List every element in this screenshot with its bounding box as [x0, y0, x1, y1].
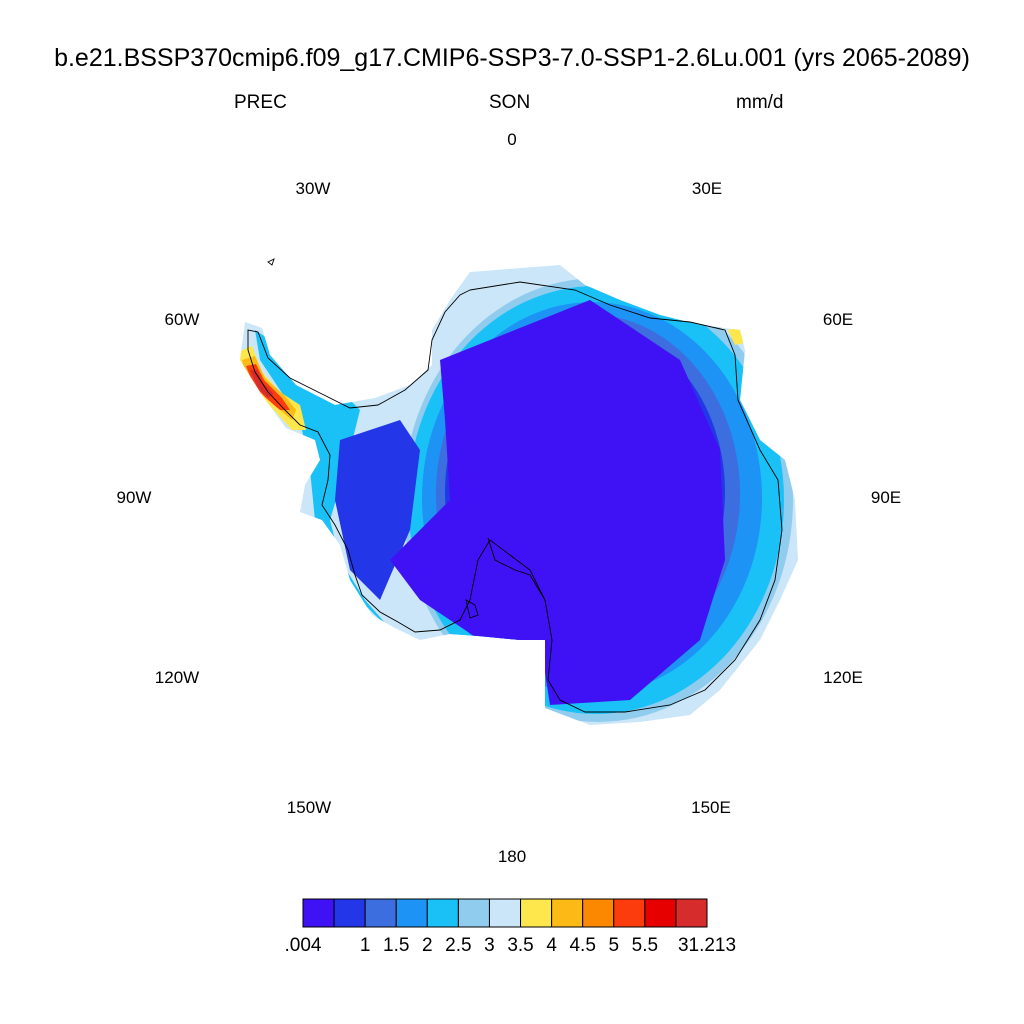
lon-label-120e: 120E — [823, 668, 863, 687]
colorbar-label-11: 31.213 — [678, 935, 736, 956]
south-orkney-islands — [267, 258, 275, 266]
colorbar-boxes — [302, 898, 708, 928]
antarctic-coastline — [247, 281, 783, 713]
colorbar-label-2: 1.5 — [383, 935, 409, 956]
colorbar-box-3 — [395, 898, 428, 928]
colorbar-label-4: 2.5 — [445, 935, 471, 956]
lon-label-150w: 150W — [286, 798, 332, 817]
colorbar-label-10: 5.5 — [632, 935, 658, 956]
colorbar-box-7 — [520, 898, 553, 928]
lon-label-90w: 90W — [116, 488, 152, 507]
precip-peninsula-max — [250, 370, 274, 398]
variable-label: PREC — [234, 92, 287, 113]
colorbar-labels: .004 1 1.5 2 2.5 3 3.5 4 4.5 5 5.5 31.213 — [285, 935, 737, 956]
lon-label-60w: 60W — [164, 310, 200, 329]
lon-label-30e: 30E — [691, 179, 723, 198]
colorbar-box-4 — [426, 898, 459, 928]
precip-field — [240, 265, 798, 725]
colorbar-box-6 — [488, 898, 522, 928]
lon-label-30w: 30W — [295, 179, 331, 198]
lon-label-90e: 90E — [870, 488, 902, 507]
roosevelt-island — [465, 599, 479, 619]
colorbar-label-3: 2 — [422, 935, 433, 956]
coastline — [247, 258, 783, 713]
colorbar-box-10 — [613, 898, 646, 928]
colorbar-label-9: 5 — [608, 935, 619, 956]
units-label: mm/d — [736, 92, 784, 113]
colorbar-box-0 — [302, 898, 335, 928]
colorbar-label-5: 3 — [484, 935, 495, 956]
colorbar-box-11 — [644, 898, 677, 928]
colorbar-label-8: 4.5 — [569, 935, 595, 956]
colorbar-box-2 — [364, 898, 397, 928]
season-label: SON — [489, 92, 531, 113]
colorbar-box-1 — [333, 898, 366, 928]
colorbar-label-6: 3.5 — [507, 935, 533, 956]
precip-peninsula-coast — [255, 330, 400, 640]
lon-label-180: 180 — [497, 847, 527, 866]
lon-label-120w: 120W — [154, 668, 200, 687]
colorbar-box-9 — [582, 898, 615, 928]
colorbar-box-12 — [675, 898, 708, 928]
lon-label-60e: 60E — [822, 310, 854, 329]
lon-label-150e: 150E — [691, 798, 731, 817]
plot-title: b.e21.BSSP370cmip6.f09_g17.CMIP6-SSP3-7.… — [54, 44, 970, 72]
colorbar-box-8 — [551, 898, 584, 928]
ross-ice-shelf-edge — [487, 537, 546, 601]
colorbar-label-7: 4 — [546, 935, 557, 956]
colorbar-label-1: 1 — [360, 935, 371, 956]
colorbar-box-5 — [457, 898, 490, 928]
colorbar-label-0: .004 — [285, 935, 322, 956]
lon-label-0: 0 — [507, 130, 517, 149]
precip-interior-min — [390, 300, 725, 705]
